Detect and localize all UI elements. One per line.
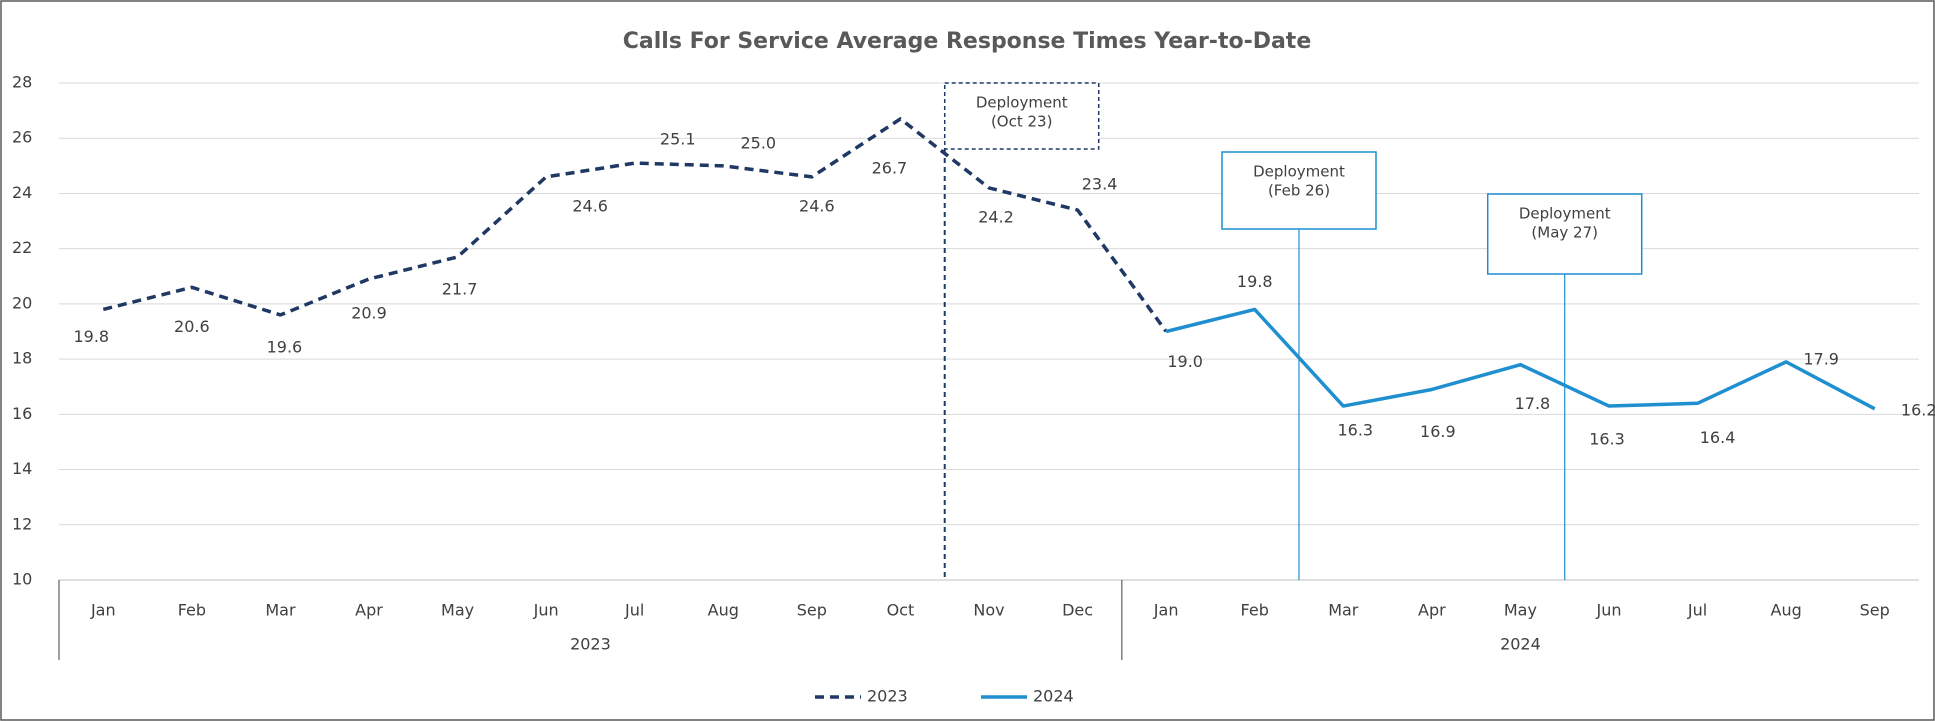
annotation: Deployment(May 27) — [1486, 193, 1643, 580]
series-line — [1165, 307, 1876, 411]
data-label: 26.7 — [872, 158, 908, 177]
annotation: Deployment(Feb 26) — [1221, 151, 1377, 580]
x-tick-label: Sep — [1860, 601, 1890, 620]
annotation-text: (Feb 26) — [1268, 182, 1330, 200]
data-label: 19.8 — [1237, 272, 1273, 291]
y-tick-label: 14 — [12, 459, 32, 478]
x-tick-label: Aug — [1771, 601, 1802, 620]
annotation-box — [943, 82, 1100, 150]
data-label: 25.0 — [740, 133, 776, 152]
x-tick-label: Feb — [178, 601, 206, 620]
data-label: 24.6 — [572, 196, 608, 215]
y-tick-label: 22 — [12, 238, 32, 257]
annotation-text: Deployment — [1253, 163, 1345, 181]
data-label: 17.8 — [1515, 394, 1551, 413]
data-label: 25.1 — [660, 130, 696, 149]
data-label: 16.9 — [1420, 422, 1456, 441]
x-tick-label: Aug — [708, 601, 739, 620]
series-line — [102, 117, 1168, 333]
x-tick-label: May — [1504, 601, 1537, 620]
data-label: 20.9 — [351, 304, 387, 323]
annotation-text: (Oct 23) — [991, 113, 1053, 131]
data-label: 24.2 — [978, 207, 1014, 226]
y-tick-label: 28 — [12, 73, 32, 92]
x-tick-label: Feb — [1241, 601, 1269, 620]
data-label: 16.2 — [1901, 400, 1935, 419]
data-label: 17.9 — [1803, 349, 1839, 368]
y-tick-label: 24 — [12, 183, 32, 202]
y-tick-label: 20 — [12, 293, 32, 312]
x-tick-label: Jun — [1596, 601, 1622, 620]
x-tick-label: Sep — [797, 601, 827, 620]
data-label: 20.6 — [174, 317, 210, 336]
annotation-box — [1486, 193, 1643, 275]
x-tick-label: Jul — [1687, 601, 1707, 620]
annotation: Deployment(Oct 23) — [943, 82, 1100, 580]
data-label: 24.6 — [799, 196, 835, 215]
x-tick-label: Jun — [533, 601, 559, 620]
data-label: 16.4 — [1700, 428, 1736, 447]
x-tick-label: Mar — [1328, 601, 1359, 620]
x-tick-label: Jan — [1153, 601, 1179, 620]
group-label: 2024 — [1500, 635, 1541, 654]
x-tick-label: Apr — [355, 601, 383, 620]
y-tick-label: 10 — [12, 570, 32, 589]
x-tick-label: Oct — [887, 601, 915, 620]
data-label: 16.3 — [1589, 430, 1625, 449]
chart-title: Calls For Service Average Response Times… — [623, 29, 1312, 54]
data-label: 23.4 — [1082, 175, 1118, 194]
data-label: 16.3 — [1337, 421, 1373, 440]
y-tick-label: 12 — [12, 514, 32, 533]
y-tick-label: 16 — [12, 404, 32, 423]
x-tick-label: May — [441, 601, 474, 620]
data-label: 19.0 — [1167, 352, 1203, 371]
legend-label: 2024 — [1033, 687, 1074, 706]
data-label: 21.7 — [442, 279, 478, 298]
data-label: 19.6 — [267, 337, 303, 356]
annotation-text: Deployment — [976, 94, 1068, 112]
x-tick-label: Dec — [1062, 601, 1093, 620]
group-label: 2023 — [570, 635, 611, 654]
data-label: 19.8 — [73, 327, 109, 346]
annotation-text: (May 27) — [1531, 224, 1598, 242]
x-tick-label: Nov — [973, 601, 1004, 620]
legend-label: 2023 — [867, 687, 908, 706]
x-tick-label: Apr — [1418, 601, 1446, 620]
x-tick-label: Mar — [265, 601, 296, 620]
y-tick-label: 26 — [12, 128, 32, 147]
y-tick-label: 18 — [12, 349, 32, 368]
annotation-text: Deployment — [1519, 205, 1611, 223]
annotation-box — [1221, 151, 1377, 230]
x-tick-label: Jan — [90, 601, 116, 620]
x-tick-label: Jul — [624, 601, 644, 620]
